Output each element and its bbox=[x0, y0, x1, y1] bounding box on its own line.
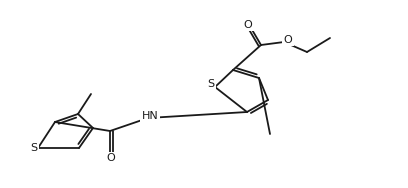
Text: O: O bbox=[284, 35, 293, 45]
Text: O: O bbox=[106, 153, 115, 163]
Text: S: S bbox=[207, 79, 215, 89]
Text: S: S bbox=[31, 143, 38, 153]
Text: HN: HN bbox=[142, 111, 158, 121]
Text: O: O bbox=[244, 20, 253, 30]
